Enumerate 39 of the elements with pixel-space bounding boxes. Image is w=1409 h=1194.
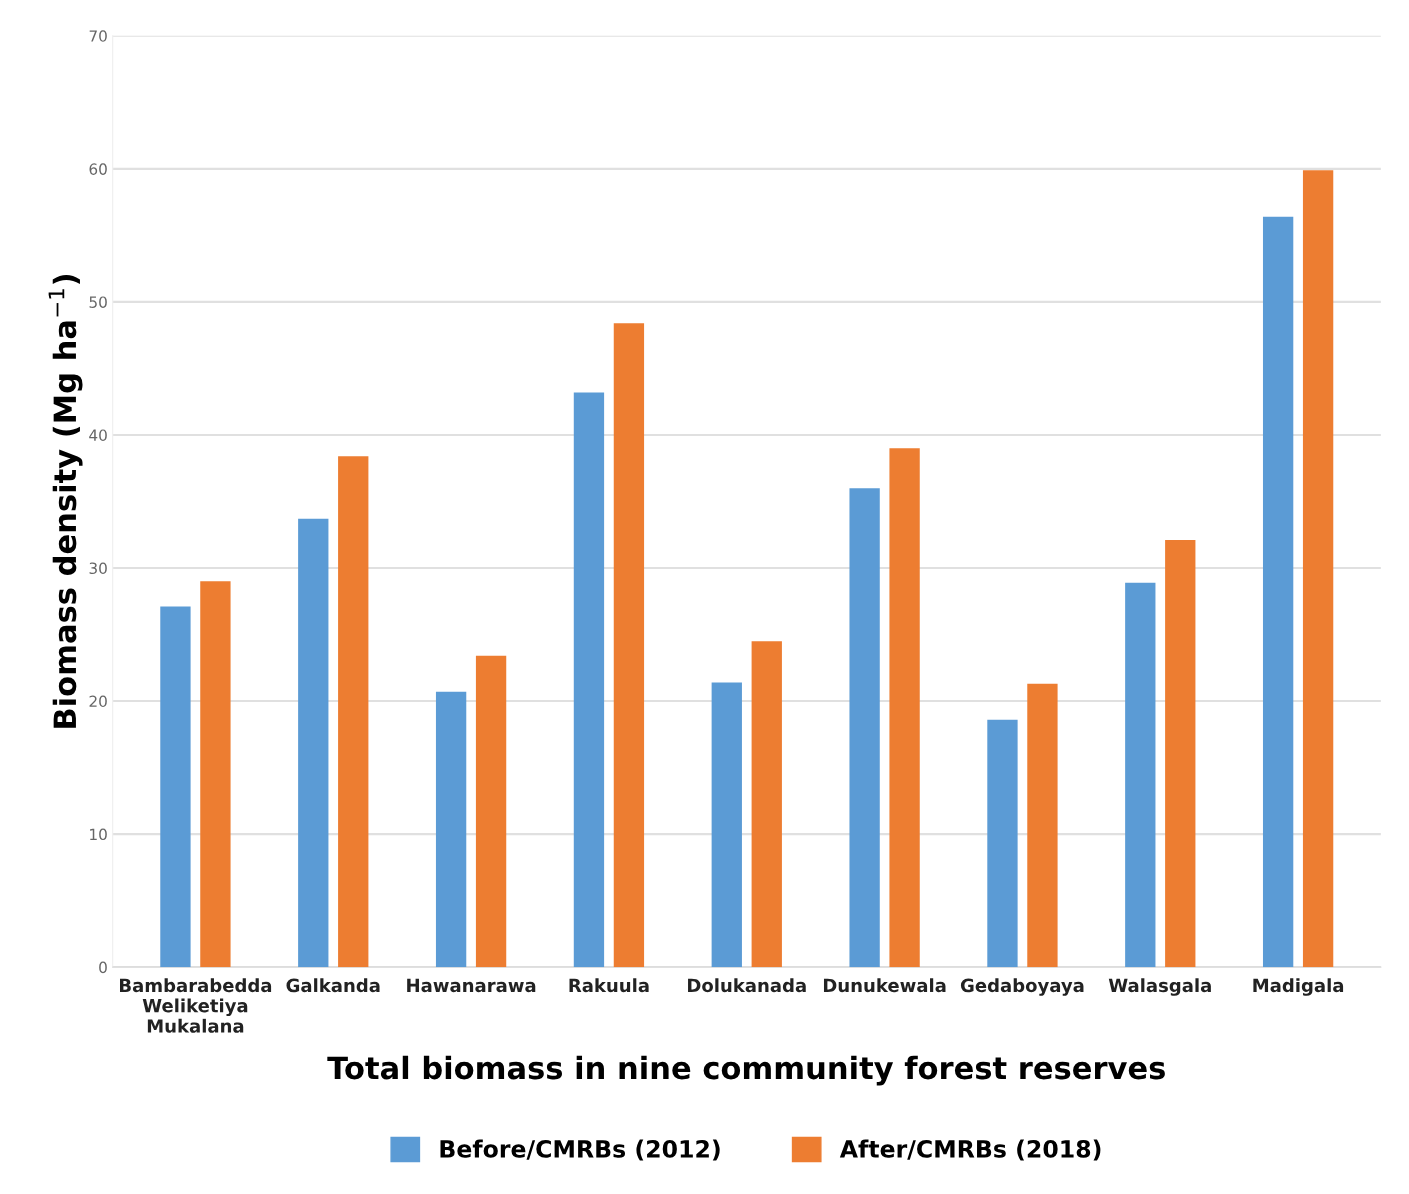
x-tick-label: Galkanda xyxy=(286,978,380,993)
bar xyxy=(200,581,231,968)
y-tick-label: 20 xyxy=(89,695,107,708)
legend-label: After/CMRBs (2018) xyxy=(839,1139,1101,1161)
bar xyxy=(1262,216,1294,968)
bar xyxy=(889,448,920,968)
y-tick-label: 0 xyxy=(99,961,107,974)
y-tick-label: 70 xyxy=(89,30,107,42)
bar xyxy=(475,655,507,968)
x-axis-title: Total biomass in nine community forest reserves xyxy=(327,1055,1165,1086)
bar xyxy=(751,641,782,968)
x-tick-label: Dunukewala xyxy=(823,978,946,993)
bar xyxy=(1165,540,1196,968)
legend-label: Before/CMRBs (2012) xyxy=(440,1139,720,1161)
bar xyxy=(613,323,645,968)
bar xyxy=(711,682,742,968)
y-tick-label: 40 xyxy=(89,429,107,441)
bar xyxy=(849,488,880,968)
bar xyxy=(1302,170,1334,968)
x-tick-label: Rakuula xyxy=(569,978,649,993)
x-tick-label: Gedaboyaya xyxy=(960,978,1084,996)
bar xyxy=(435,691,467,968)
x-tick-label: Bambarabedda Weliketiya Mukalana xyxy=(120,978,272,1033)
x-tick-label: Hawanarawa xyxy=(407,978,536,993)
bar xyxy=(160,606,191,968)
bar xyxy=(573,392,605,968)
bar xyxy=(1027,683,1058,968)
y-tick-label: 10 xyxy=(90,828,107,841)
bar xyxy=(987,719,1018,968)
y-tick-label: 60 xyxy=(89,163,107,175)
x-tick-label: Walasgala xyxy=(1108,978,1211,996)
x-tick-label: Dolukanada xyxy=(688,978,806,993)
bar xyxy=(1125,582,1156,968)
bar xyxy=(338,456,369,968)
y-tick-label: 30 xyxy=(89,562,107,575)
bar xyxy=(298,518,329,968)
y-tick-label: 50 xyxy=(89,296,107,308)
x-tick-label: Madigala xyxy=(1253,978,1344,996)
y-axis-title: Biomass density (Mg ha$^{−1}$) xyxy=(48,275,83,728)
